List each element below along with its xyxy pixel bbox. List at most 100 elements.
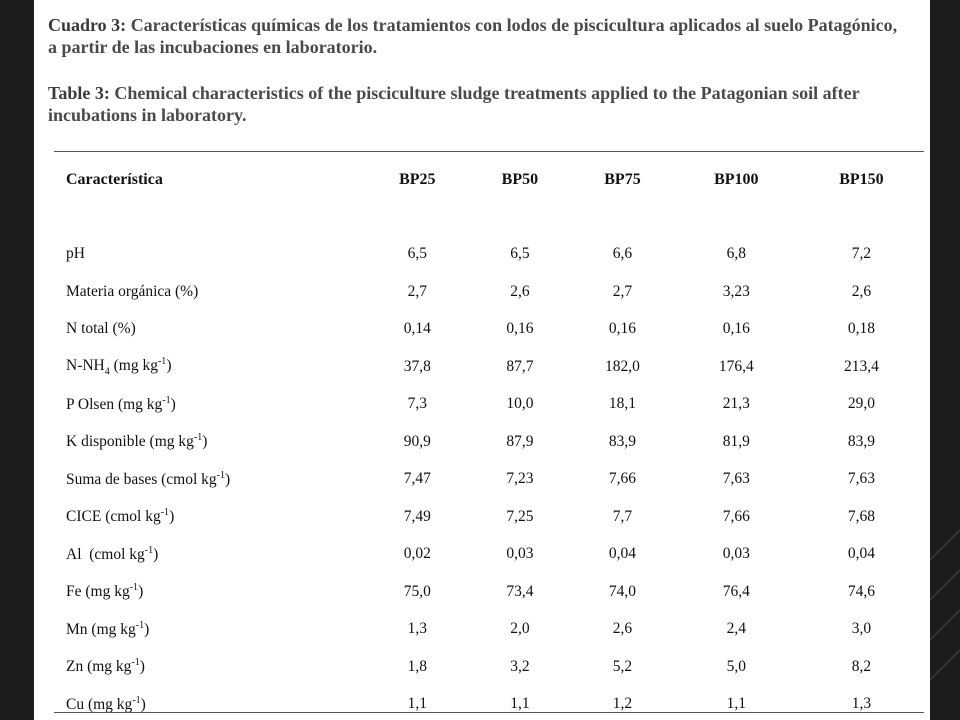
value-cell: 7,49	[403, 507, 431, 525]
value-cell: 1,2	[612, 695, 633, 713]
value-cell: 213,4	[844, 357, 879, 375]
value-cell: 0,03	[506, 545, 534, 563]
value-cell: 3,23	[722, 282, 750, 300]
table-row: N-NH4 (mg kg-1) 37,8 87,7 182,0 176,4 213,4	[64, 348, 924, 386]
characteristic-name: P Olsen	[66, 395, 115, 413]
value-cell: 3,0	[851, 620, 872, 638]
value-cell: 7,2	[851, 245, 872, 263]
characteristic-closing: )	[169, 508, 175, 526]
characteristic-name: Materia orgánica (%)	[66, 282, 199, 300]
caption-spanish: Cuadro 3: Características químicas de lo…	[48, 14, 908, 58]
characteristic-closing: )	[139, 658, 145, 676]
table-row: Suma de bases (cmol kg-1) 7,47 7,23 7,66 7,6…	[64, 461, 924, 499]
header-bp75: BP75	[604, 171, 641, 188]
header-bp100: BP100	[714, 171, 759, 188]
value-cell: 8,2	[851, 657, 872, 675]
caption-spanish-text: Características químicas de los tratamie…	[48, 15, 898, 57]
characteristic-label: Mn (mg kg-1)	[64, 611, 366, 649]
characteristic-unit: (mg kg	[109, 357, 158, 375]
value-cell: 74,6	[847, 582, 875, 600]
value-cell: 6,8	[726, 245, 747, 263]
chemical-characteristics-table: Característica BP25 BP50 BP75 BP100 BP15…	[64, 162, 924, 720]
value-cell: 0,02	[403, 545, 431, 563]
caption-english-label: Table 3:	[48, 83, 110, 103]
characteristic-name: pH	[66, 245, 85, 263]
characteristic-closing: )	[202, 433, 208, 451]
characteristic-label: N total (%)	[64, 311, 366, 349]
value-cell: 7,66	[722, 507, 750, 525]
value-cell: 76,4	[722, 582, 750, 600]
value-cell: 0,03	[722, 545, 750, 563]
characteristic-label: Cu (mg kg-1)	[64, 686, 366, 720]
characteristic-unit: (cmol kg	[157, 470, 217, 488]
value-cell: 7,3	[407, 395, 427, 413]
characteristic-unit: (cmol kg	[81, 545, 145, 563]
characteristic-label: N-NH4 (mg kg-1)	[64, 348, 366, 386]
table-row: pH 6,5 6,5 6,6 6,8 7,2	[64, 236, 924, 274]
characteristic-name: N-NH	[66, 357, 105, 375]
characteristic-name: Al	[66, 545, 82, 563]
value-cell: 7,47	[403, 470, 431, 488]
value-cell: 0,04	[847, 545, 875, 563]
value-cell: 6,6	[612, 245, 633, 263]
document-page: Cuadro 3: Características químicas de lo…	[34, 0, 930, 720]
characteristic-closing: )	[138, 583, 144, 601]
characteristic-superscript: -1	[216, 469, 226, 481]
value-cell: 87,9	[506, 432, 534, 450]
characteristic-label: K disponible (mg kg-1)	[64, 423, 366, 461]
characteristic-closing: )	[140, 695, 146, 713]
header-bp25: BP25	[399, 171, 436, 188]
value-cell: 0,16	[722, 320, 750, 338]
value-cell: 21,3	[722, 395, 750, 413]
value-cell: 0,18	[847, 320, 875, 338]
value-cell: 81,9	[722, 432, 750, 450]
value-cell: 29,0	[847, 395, 875, 413]
value-cell: 75,0	[403, 582, 431, 600]
value-cell: 2,7	[407, 282, 427, 300]
characteristic-label: P Olsen (mg kg-1)	[64, 386, 366, 424]
characteristic-superscript: -1	[162, 394, 171, 406]
value-cell: 1,3	[407, 620, 427, 638]
characteristic-closing: )	[153, 545, 159, 563]
characteristic-superscript: -1	[144, 544, 154, 556]
header-bp150: BP150	[839, 171, 884, 188]
characteristic-subscript: 4	[104, 366, 110, 378]
value-cell: 176,4	[718, 357, 754, 375]
characteristic-superscript: -1	[131, 657, 140, 669]
value-cell: 5,2	[612, 657, 633, 675]
characteristic-label: Suma de bases (cmol kg-1)	[64, 461, 366, 499]
header-bp50: BP50	[501, 171, 539, 188]
characteristic-label: Materia orgánica (%)	[64, 273, 366, 311]
value-cell: 37,8	[403, 357, 431, 375]
table-top-rule	[54, 151, 924, 152]
characteristic-superscript: -1	[193, 432, 203, 444]
value-cell: 18,1	[608, 395, 637, 413]
characteristic-unit: (mg kg	[83, 658, 132, 676]
value-cell: 1,8	[407, 657, 427, 675]
caption-english-text: Chemical characteristics of the piscicul…	[48, 83, 860, 125]
value-cell: 182,0	[605, 357, 640, 375]
value-cell: 7,25	[506, 507, 534, 525]
value-cell: 7,7	[612, 507, 633, 525]
characteristic-closing: )	[166, 357, 172, 375]
value-cell: 2,7	[612, 282, 633, 300]
table-bottom-rule	[54, 712, 924, 713]
value-cell: 7,63	[847, 470, 875, 488]
value-cell: 83,9	[608, 432, 637, 450]
table-row: N total (%) 0,14 0,16 0,16 0,16 0,18	[64, 311, 924, 349]
value-cell: 2,0	[510, 620, 530, 638]
value-cell: 2,6	[510, 282, 530, 300]
characteristic-closing: )	[170, 395, 176, 413]
caption-spanish-label: Cuadro 3:	[48, 15, 127, 35]
characteristic-closing: )	[225, 470, 231, 488]
characteristic-label: CICE (cmol kg-1)	[64, 498, 366, 536]
value-cell: 5,0	[726, 657, 747, 675]
table-row: Mn (mg kg-1) 1,3 2,0 2,6 2,4 3,0	[64, 611, 924, 649]
value-cell: 1,1	[510, 695, 530, 713]
table-row: Materia orgánica (%) 2,7 2,6 2,7 3,23 2,6	[64, 273, 924, 311]
characteristic-unit: (mg kg	[114, 395, 163, 413]
characteristic-name: N total (%)	[66, 320, 136, 338]
characteristic-name: CICE	[66, 508, 102, 526]
value-cell: 7,68	[847, 507, 875, 525]
characteristic-unit: (mg kg	[145, 433, 194, 451]
